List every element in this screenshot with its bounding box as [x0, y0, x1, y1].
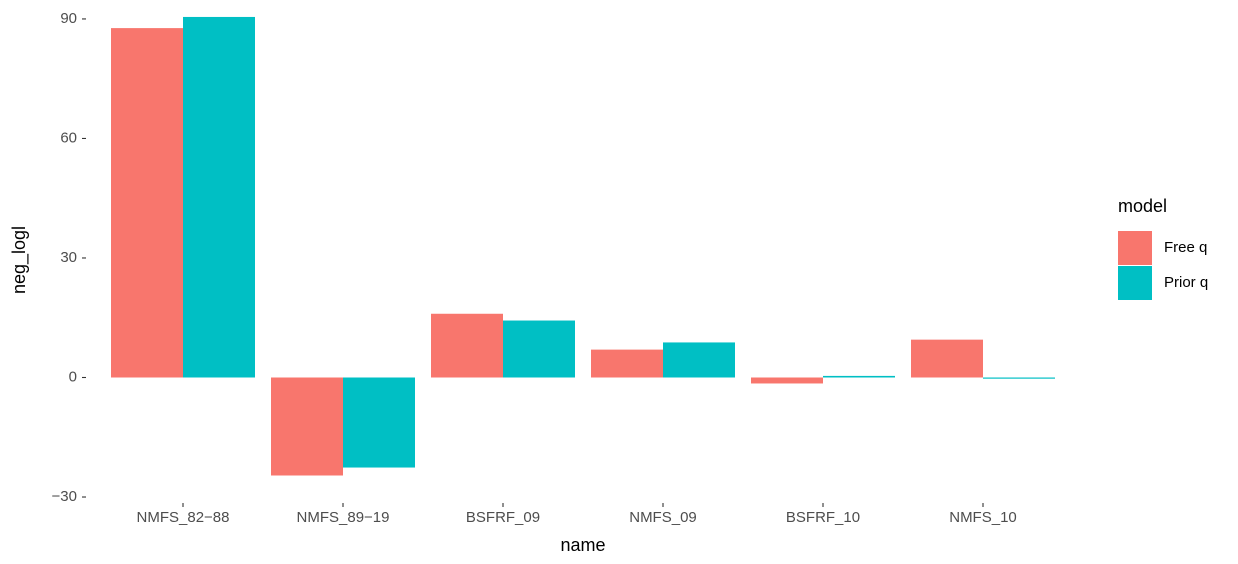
x-tick-label: NMFS_82−88 [137, 509, 230, 526]
bar [983, 377, 1055, 379]
bar [111, 28, 183, 378]
x-tick-label: BSFRF_09 [466, 509, 540, 526]
bar [271, 377, 343, 476]
bar [663, 342, 735, 378]
y-tick-label: −30 [52, 488, 77, 505]
y-tick-label: 30 [60, 249, 77, 266]
x-tick-label: NMFS_10 [949, 509, 1017, 526]
legend-title: model [1118, 196, 1167, 216]
bar [911, 339, 983, 378]
y-tick-label: 90 [60, 10, 77, 27]
legend-key [1118, 231, 1152, 265]
y-tick-label: 0 [69, 368, 77, 385]
bar [343, 377, 415, 468]
bar [751, 377, 823, 384]
bar [503, 320, 575, 378]
legend-label: Free q [1164, 239, 1207, 256]
x-tick-label: NMFS_09 [629, 509, 697, 526]
bar [183, 16, 255, 378]
bar [591, 349, 663, 378]
y-tick-label: 60 [60, 129, 77, 146]
bar [431, 313, 503, 378]
x-tick-label: BSFRF_10 [786, 509, 860, 526]
x-tick-label: NMFS_89−19 [297, 509, 390, 526]
bar [823, 375, 895, 378]
x-axis-label: name [560, 535, 605, 555]
legend-label: Prior q [1164, 274, 1208, 291]
legend-key [1118, 266, 1152, 300]
y-axis-label: neg_logl [9, 226, 30, 294]
